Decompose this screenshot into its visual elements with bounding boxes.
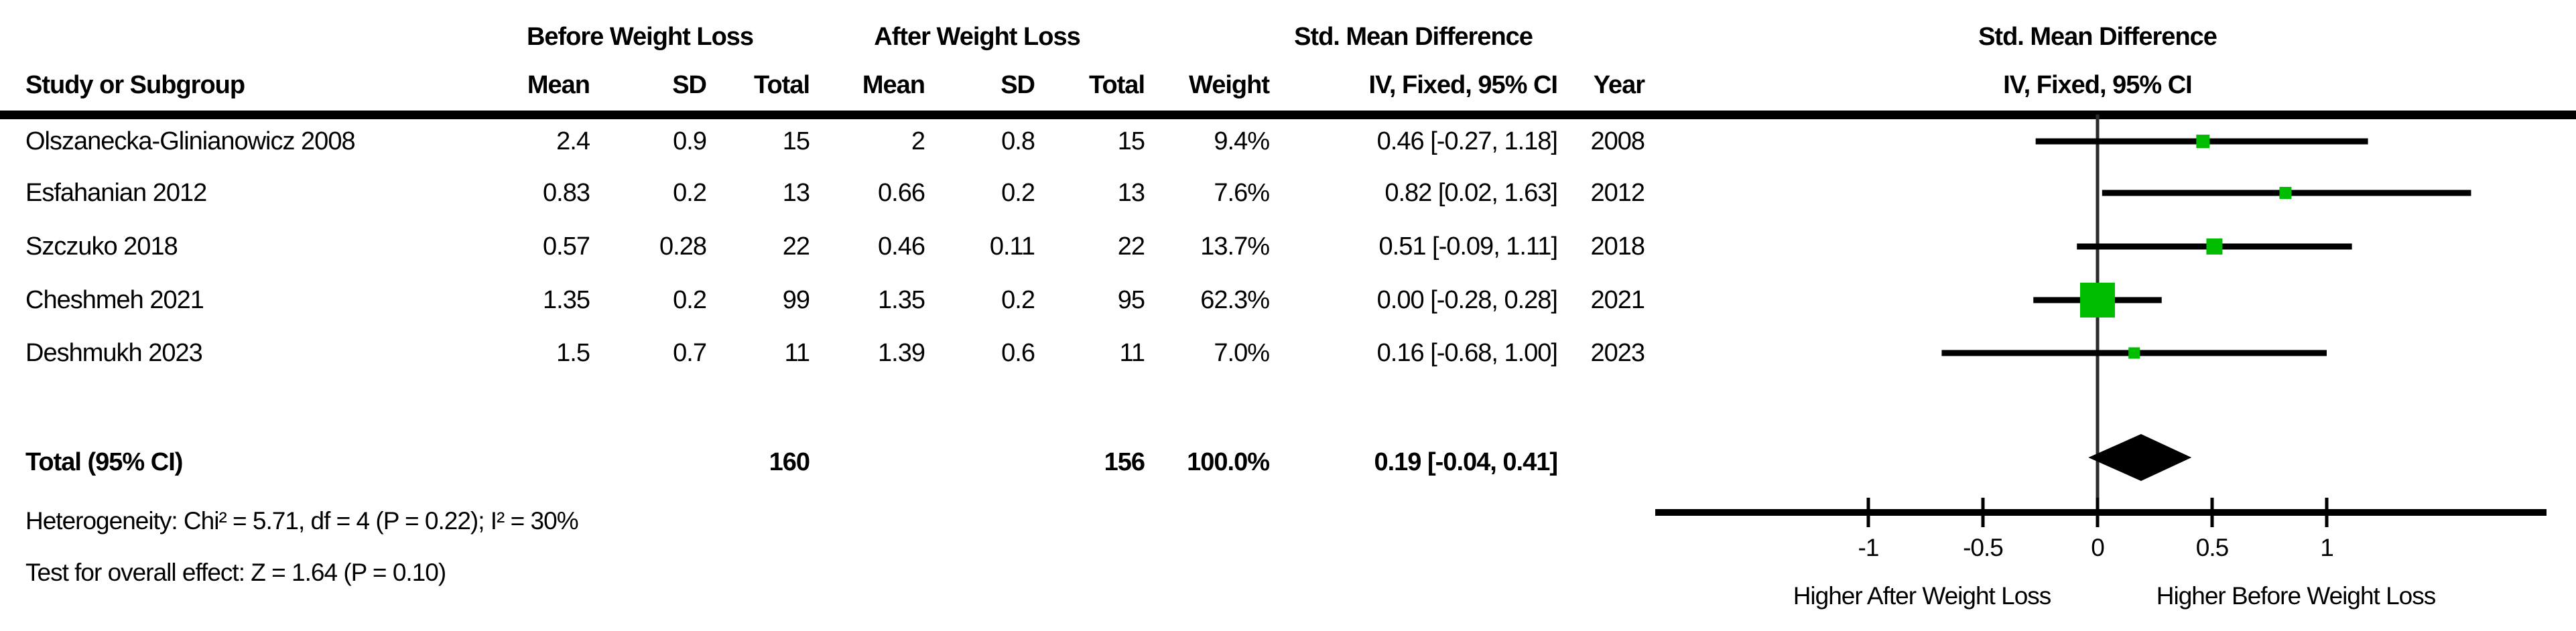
weight-value: 7.0%: [1214, 338, 1270, 367]
total-before-sum: 160: [769, 447, 810, 476]
axis-label-right: Higher Before Weight Loss: [2156, 582, 2436, 610]
col-year: Year: [1593, 70, 1645, 99]
sd-before: 0.2: [673, 285, 707, 314]
table-row: Olszanecka-Glinianowicz 2008 2.4 0.9 15 …: [0, 115, 1649, 168]
weight-value: 13.7%: [1200, 232, 1270, 261]
total-after: 15: [1117, 127, 1145, 155]
sd-before: 0.9: [673, 127, 707, 155]
axis-tick-label: 0.5: [2196, 534, 2229, 561]
col-mean-before: Mean: [527, 70, 590, 99]
study-marker: [2196, 135, 2210, 148]
total-before: 99: [782, 285, 810, 314]
study-name: Cheshmeh 2021: [25, 285, 204, 314]
axis-tick-label: 1: [2320, 534, 2333, 561]
year-value: 2023: [1590, 338, 1645, 367]
header-group-row: Before Weight Loss After Weight Loss Std…: [0, 10, 1649, 64]
header-plot-row: Std. Mean Difference: [0, 10, 2576, 64]
table-row: Esfahanian 2012 0.83 0.2 13 0.66 0.2 13 …: [0, 166, 1649, 220]
table-row: Deshmukh 2023 1.5 0.7 11 1.39 0.6 11 7.0…: [0, 326, 1649, 380]
col-iv-fixed-ci: IV, Fixed, 95% CI: [1368, 70, 1558, 99]
sd-after: 0.6: [1001, 338, 1035, 367]
mean-before: 0.83: [543, 178, 590, 207]
axis-tick-label: -0.5: [1963, 534, 2003, 561]
header-plot-smd: Std. Mean Difference: [1978, 22, 2217, 51]
year-value: 2012: [1590, 178, 1645, 207]
sd-before: 0.2: [673, 178, 707, 207]
year-value: 2008: [1590, 127, 1645, 155]
weight-value: 7.6%: [1214, 178, 1270, 207]
axis-tick-label: 0: [2091, 534, 2104, 561]
col-mean-after: Mean: [862, 70, 925, 99]
total-before: 15: [782, 127, 810, 155]
study-name: Deshmukh 2023: [25, 338, 203, 367]
total-after: 13: [1117, 178, 1145, 207]
sd-after: 0.2: [1001, 285, 1035, 314]
col-study-or-subgroup: Study or Subgroup: [25, 70, 245, 99]
col-total-after: Total: [1089, 70, 1145, 99]
total-before: 11: [784, 338, 810, 367]
year-value: 2021: [1590, 285, 1645, 314]
total-row: Total (95% CI) 160 156 100.0% 0.19 [-0.0…: [0, 435, 1649, 489]
mean-before: 1.35: [543, 285, 590, 314]
ci-text: 0.82 [0.02, 1.63]: [1384, 178, 1558, 207]
study-name: Olszanecka-Glinianowicz 2008: [25, 127, 356, 155]
col-sd-before: SD: [672, 70, 707, 99]
study-marker: [2279, 187, 2292, 199]
weight-value: 9.4%: [1214, 127, 1270, 155]
sd-before: 0.7: [673, 338, 707, 367]
table-row: Cheshmeh 2021 1.35 0.2 99 1.35 0.2 95 62…: [0, 273, 1649, 327]
axis-label-left: Higher After Weight Loss: [1793, 582, 2051, 610]
axis-tick-label: -1: [1858, 534, 1879, 561]
header-after-weight-loss: After Weight Loss: [874, 22, 1080, 51]
weight-value: 62.3%: [1200, 285, 1270, 314]
mean-before: 2.4: [556, 127, 590, 155]
mean-after: 0.46: [878, 232, 925, 261]
sd-after: 0.2: [1001, 178, 1035, 207]
sd-after: 0.11: [989, 232, 1035, 261]
total-after-sum: 156: [1104, 447, 1145, 476]
header-before-weight-loss: Before Weight Loss: [526, 22, 754, 51]
mean-after: 1.35: [878, 285, 925, 314]
overall-diamond: [2088, 434, 2192, 481]
study-marker: [2206, 238, 2223, 255]
mean-before: 1.5: [556, 338, 590, 367]
total-before: 13: [782, 178, 810, 207]
overall-effect-text: Test for overall effect: Z = 1.64 (P = 0…: [25, 559, 446, 586]
sd-before: 0.28: [659, 232, 707, 261]
total-ci-text: 0.19 [-0.04, 0.41]: [1374, 447, 1558, 476]
header-divider-line: [0, 111, 2576, 119]
col-weight: Weight: [1189, 70, 1270, 99]
col-sd-after: SD: [1001, 70, 1035, 99]
mean-before: 0.57: [543, 232, 590, 261]
total-after: 95: [1117, 285, 1145, 314]
table-row: Szczuko 2018 0.57 0.28 22 0.46 0.11 22 1…: [0, 220, 1649, 273]
total-after: 11: [1119, 338, 1145, 367]
ci-text: 0.00 [-0.28, 0.28]: [1376, 285, 1558, 314]
mean-after: 1.39: [878, 338, 925, 367]
sd-after: 0.8: [1001, 127, 1035, 155]
study-name: Esfahanian 2012: [25, 178, 207, 207]
ci-text: 0.46 [-0.27, 1.18]: [1376, 127, 1558, 155]
study-marker: [2128, 347, 2140, 359]
heterogeneity-text: Heterogeneity: Chi² = 5.71, df = 4 (P = …: [25, 507, 579, 535]
mean-after: 2: [911, 127, 925, 155]
ci-text: 0.51 [-0.09, 1.11]: [1378, 232, 1559, 261]
mean-after: 0.66: [878, 178, 925, 207]
study-name: Szczuko 2018: [25, 232, 178, 261]
forest-plot-svg: -1 -0.5 0 0.5 1 Higher After Weight Loss Highe…: [1655, 115, 2547, 610]
column-header-row: Study or Subgroup Mean SD Total Mean SD …: [0, 58, 2576, 112]
year-value: 2018: [1590, 232, 1645, 261]
ci-text: 0.16 [-0.68, 1.00]: [1376, 338, 1558, 367]
total-label: Total (95% CI): [25, 447, 183, 476]
total-weight: 100.0%: [1187, 447, 1270, 476]
col-total-before: Total: [754, 70, 810, 99]
study-marker: [2080, 283, 2115, 318]
header-smd: Std. Mean Difference: [1294, 22, 1533, 51]
total-after: 22: [1117, 232, 1145, 261]
col-plot-iv-fixed-ci: IV, Fixed, 95% CI: [2003, 70, 2193, 99]
total-before: 22: [782, 232, 810, 261]
